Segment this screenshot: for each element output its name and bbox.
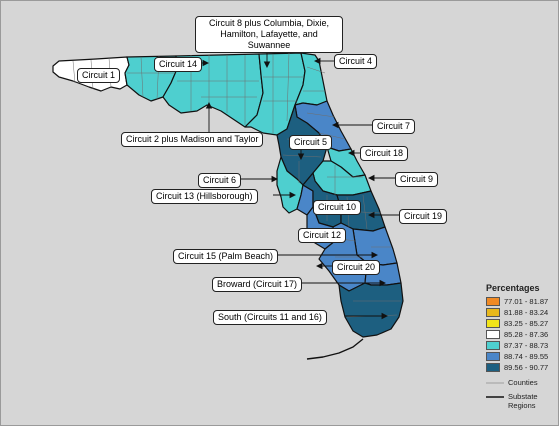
- legend-range-label: 85.28 - 87.36: [504, 330, 549, 339]
- callout-circuit-18: Circuit 18: [360, 146, 409, 161]
- callout-circuit-1: Circuit 1: [77, 68, 121, 83]
- region-circuit-6[interactable]: [276, 156, 304, 214]
- legend-swatch: [486, 352, 500, 361]
- legend-ranges: 77.01 - 81.87 81.88 - 83.24 83.25 - 85.27 8…: [483, 296, 557, 373]
- callout-circuit-17: Broward (Circuit 17): [212, 277, 303, 292]
- region-circuit-11-16[interactable]: [338, 282, 404, 338]
- legend-swatch: [486, 341, 500, 350]
- legend-swatch: [486, 330, 500, 339]
- legend-range-row: 88.74 - 89.55: [486, 351, 557, 362]
- legend-substate: Substate Regions: [486, 392, 557, 410]
- callout-circuit-19: Circuit 19: [399, 209, 448, 224]
- legend-range-row: 85.28 - 87.36: [486, 329, 557, 340]
- callout-circuit-13: Circuit 13 (Hillsborough): [151, 189, 258, 204]
- callout-circuit-6: Circuit 6: [198, 173, 242, 188]
- legend-swatch: [486, 319, 500, 328]
- callout-circuit-4: Circuit 4: [334, 54, 378, 69]
- legend-range-row: 87.37 - 88.73: [486, 340, 557, 351]
- legend-title: Percentages: [486, 283, 540, 293]
- legend-range-label: 77.01 - 81.87: [504, 297, 549, 306]
- callout-circuit-20: Circuit 20: [332, 260, 381, 275]
- legend-range-row: 89.56 - 90.77: [486, 362, 557, 373]
- legend-range-label: 81.88 - 83.24: [504, 308, 549, 317]
- callout-circuit-10: Circuit 10: [313, 200, 362, 215]
- legend-counties-label: Counties: [508, 378, 538, 387]
- florida-keys: [306, 338, 364, 360]
- callout-circuit-15: Circuit 15 (Palm Beach): [173, 249, 279, 264]
- callout-circuit-2: Circuit 2 plus Madison and Taylor: [121, 132, 264, 147]
- callout-circuit-9: Circuit 9: [395, 172, 439, 187]
- legend-range-row: 77.01 - 81.87: [486, 296, 557, 307]
- legend-swatch: [486, 363, 500, 372]
- legend-counties: Counties: [486, 378, 557, 387]
- legend-range-label: 87.37 - 88.73: [504, 341, 549, 350]
- substate-line-icon: [486, 396, 504, 398]
- legend-substate-label: Substate Regions: [508, 392, 538, 410]
- legend-range-label: 88.74 - 89.55: [504, 352, 549, 361]
- legend: Percentages 77.01 - 81.87 81.88 - 83.24 83…: [483, 283, 557, 423]
- legend-swatch: [486, 308, 500, 317]
- counties-line-icon: [486, 382, 504, 383]
- callout-circuit-14: Circuit 14: [154, 57, 203, 72]
- callout-circuit-8: Circuit 8 plus Columbia, Dixie, Hamilton…: [195, 16, 343, 53]
- legend-swatch: [486, 297, 500, 306]
- legend-range-label: 89.56 - 90.77: [504, 363, 549, 372]
- legend-range-row: 81.88 - 83.24: [486, 307, 557, 318]
- callout-south: South (Circuits 11 and 16): [213, 310, 327, 325]
- callout-circuit-7: Circuit 7: [372, 119, 416, 134]
- callout-circuit-5: Circuit 5: [289, 135, 333, 150]
- callout-circuit-12: Circuit 12: [298, 228, 347, 243]
- legend-range-row: 83.25 - 85.27: [486, 318, 557, 329]
- legend-range-label: 83.25 - 85.27: [504, 319, 549, 328]
